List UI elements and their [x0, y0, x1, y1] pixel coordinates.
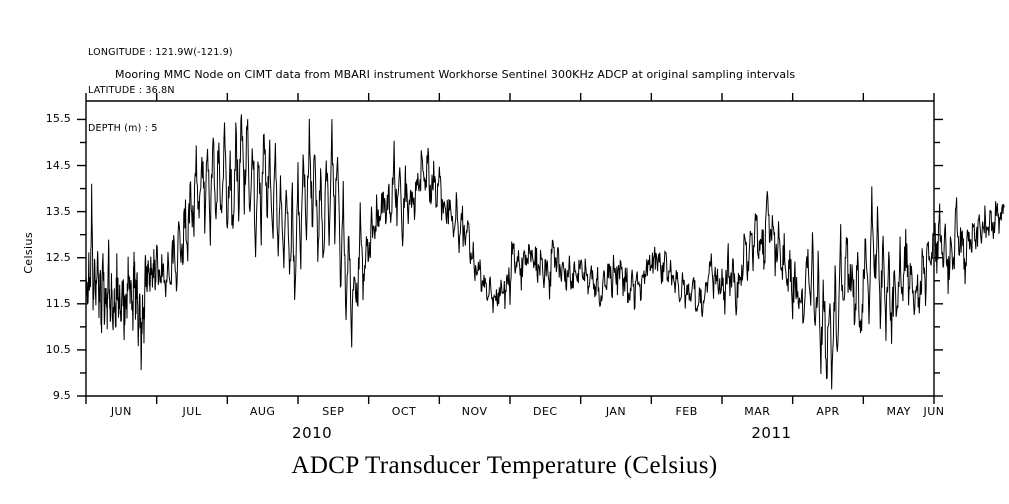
temperature-trace: [85, 114, 1005, 390]
x-tick-label: SEP: [322, 405, 345, 418]
year-label: 2011: [751, 424, 792, 442]
x-tick-label: NOV: [461, 405, 488, 418]
x-tick-label: JUN: [923, 405, 945, 418]
y-tick-label: 9.5: [52, 389, 71, 402]
depth-text: DEPTH (m) : 5: [88, 122, 158, 134]
latitude-text: LATITUDE : 36.8N: [88, 84, 175, 96]
chart-title: ADCP Transducer Temperature (Celsius): [291, 452, 718, 479]
x-tick-label: DEC: [533, 405, 558, 418]
x-tick-label: MAY: [886, 405, 911, 418]
x-tick-label: FEB: [675, 405, 698, 418]
x-tick-label: AUG: [249, 405, 276, 418]
y-tick-label: 14.5: [45, 158, 71, 172]
x-tick-label: JAN: [605, 405, 627, 418]
y-tick-label: 10.5: [45, 342, 71, 356]
x-tick-label: APR: [816, 405, 840, 418]
x-tick-label: OCT: [391, 405, 417, 418]
year-label: 2010: [292, 424, 333, 442]
station-metadata: LONGITUDE : 121.9W(-121.9) LATITUDE : 36…: [88, 22, 233, 161]
y-tick-label: 15.5: [45, 112, 71, 126]
chart-subtitle: Mooring MMC Node on CIMT data from MBARI…: [115, 68, 796, 81]
x-tick-label: JUN: [110, 405, 132, 418]
y-tick-label: 13.5: [45, 204, 71, 218]
y-tick-label: 12.5: [45, 250, 71, 264]
y-tick-label: 11.5: [45, 296, 71, 310]
x-tick-label: MAR: [744, 405, 771, 418]
longitude-text: LONGITUDE : 121.9W(-121.9): [88, 47, 233, 59]
x-tick-label: JUL: [182, 405, 202, 418]
